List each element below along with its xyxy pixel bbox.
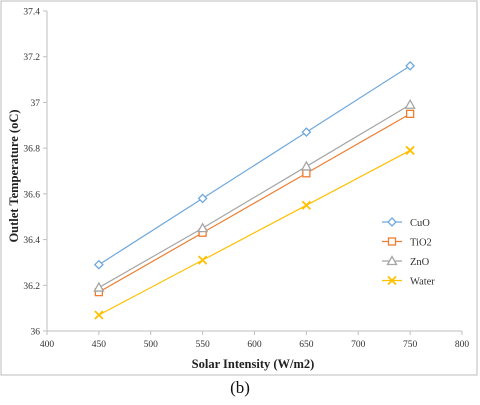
x-tick-label: 750 xyxy=(403,340,418,350)
y-tick-label: 37 xyxy=(31,99,41,109)
chart-border xyxy=(0,0,478,376)
series-line-cuo xyxy=(98,65,411,266)
series-zno xyxy=(93,98,416,292)
data-point-zno xyxy=(197,222,209,233)
chart: 36 36.2 36.4 36.6 36.8 37 37.2 37.4 400 450 500 550… xyxy=(0,0,478,376)
data-point-water xyxy=(405,145,415,156)
legend-marker-tio2 xyxy=(387,237,397,246)
legend-item-cuo: CuO xyxy=(382,217,430,229)
x-tick-label: 450 xyxy=(92,340,107,350)
legend-marker-zno xyxy=(386,255,398,266)
series-water xyxy=(94,145,415,320)
data-point-tio2 xyxy=(302,169,311,178)
x-tick-label: 600 xyxy=(247,340,262,350)
legend-item-zno: ZnO xyxy=(382,255,430,268)
data-point-zno xyxy=(300,160,312,171)
data-point-cuo xyxy=(93,259,104,270)
legend-marker-cuo xyxy=(387,217,397,227)
x-tick-label: 650 xyxy=(299,340,314,350)
data-point-cuo xyxy=(405,60,416,71)
y-tick-label: 36.2 xyxy=(23,282,40,292)
data-point-zno xyxy=(404,98,416,109)
data-point-water xyxy=(94,310,104,320)
y-tick-label: 36.8 xyxy=(23,145,40,155)
x-axis-title: Solar Intensity (W/m2) xyxy=(192,357,315,371)
x-tick-label: 550 xyxy=(196,340,211,350)
x-tick-label: 800 xyxy=(455,340,470,350)
x-tick-label: 400 xyxy=(40,340,55,350)
legend-label: Water xyxy=(410,277,435,288)
y-tick-label: 36.6 xyxy=(23,190,40,200)
legend-marker-water xyxy=(387,275,397,286)
data-point-water xyxy=(197,255,208,265)
y-tick-label: 36.4 xyxy=(23,236,40,246)
figure-caption: (b) xyxy=(230,378,250,397)
legend-item-tio2: TiO2 xyxy=(382,237,432,249)
y-tick-label: 37.4 xyxy=(23,8,40,18)
data-point-water xyxy=(301,200,312,210)
series-cuo xyxy=(93,60,416,270)
data-point-cuo xyxy=(301,127,312,138)
x-tick-label: 500 xyxy=(144,340,159,350)
legend-label: TiO2 xyxy=(410,238,432,249)
data-point-cuo xyxy=(197,193,208,204)
series-line-zno xyxy=(98,104,411,289)
legend-label: ZnO xyxy=(410,257,430,268)
y-axis-title: Outlet Temperature (oC) xyxy=(7,109,21,242)
series-line-water xyxy=(98,149,411,316)
legend-item-water: Water xyxy=(382,275,435,288)
x-tick-label: 700 xyxy=(351,340,366,350)
series-tio2 xyxy=(94,109,415,297)
legend-label: CuO xyxy=(410,218,430,229)
y-tick-label: 37.2 xyxy=(23,53,40,63)
data-point-zno xyxy=(93,281,105,292)
series-line-tio2 xyxy=(98,113,411,293)
data-point-tio2 xyxy=(405,109,415,119)
y-tick-label: 36 xyxy=(31,328,41,338)
